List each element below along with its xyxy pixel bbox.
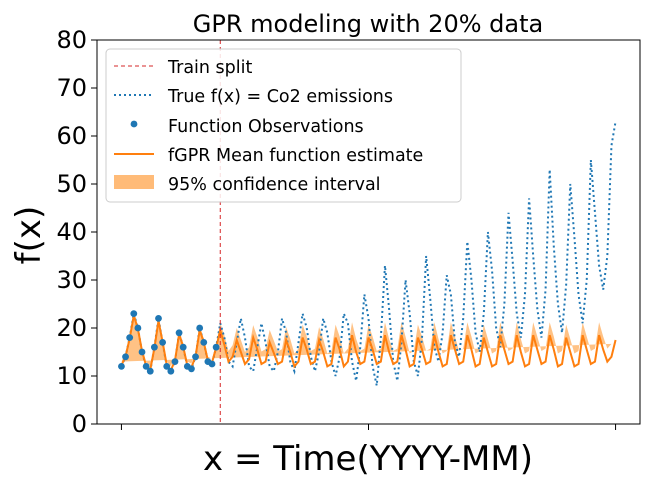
y-tick-label: 10 [56,362,87,390]
observation-point [118,363,125,370]
observation-point [126,334,134,341]
axes: 0 10 20 30 40 50 60 70 80 [56,26,641,438]
y-tick-label: 70 [56,74,87,102]
legend-label: 95% confidence interval [168,175,381,195]
observation-point [130,310,138,317]
y-axis-label: f(x) [9,206,49,265]
plot-area [118,40,617,424]
legend-swatch-observation [130,120,138,128]
confidence-band [121,311,612,367]
observation-point [150,343,158,351]
observation-point [167,367,175,375]
observation-point [175,329,183,337]
y-tick-label: 20 [56,314,87,342]
observation-point [200,339,208,346]
legend-label: fGPR Mean function estimate [168,146,423,166]
observation-point [196,324,204,332]
legend-item-mean: fGPR Mean function estimate [114,146,423,166]
y-tick-label: 80 [56,26,87,54]
y-tick-label: 30 [56,266,87,294]
observation-point [171,358,179,365]
observation-point [122,353,129,361]
observation-point [188,365,195,373]
observation-point [208,360,216,368]
legend-item-true-series: True f(x) = Co2 emissions [114,87,393,107]
observation-point [159,339,167,346]
chart-title: GPR modeling with 20% data [193,10,543,38]
y-tick-label: 60 [56,122,87,150]
observation-point [179,343,187,351]
observation-point [155,315,162,322]
legend-label: True f(x) = Co2 emissions [167,87,393,107]
legend: Train split True f(x) = Co2 emissions Func… [105,48,462,203]
observation-point [142,363,150,370]
observation-point [138,348,146,356]
observation-point [146,367,154,375]
legend-box [105,48,462,203]
y-tick-label: 50 [56,170,87,198]
legend-swatch-ci [114,175,154,189]
observation-point [212,343,220,351]
mean-estimate-line [120,315,617,373]
y-tick-label: 40 [56,218,87,246]
observation-point [192,353,199,361]
observation-point [163,363,171,370]
x-axis-label: x = Time(YYYY-MM) [203,439,533,479]
legend-item-observations: Function Observations [130,117,364,137]
y-tick-label: 0 [72,410,87,438]
legend-label: Train split [167,58,253,78]
observation-point [134,324,142,332]
legend-label: Function Observations [168,117,364,137]
legend-item-train-split: Train split [114,58,253,78]
legend-item-ci: 95% confidence interval [114,175,381,195]
